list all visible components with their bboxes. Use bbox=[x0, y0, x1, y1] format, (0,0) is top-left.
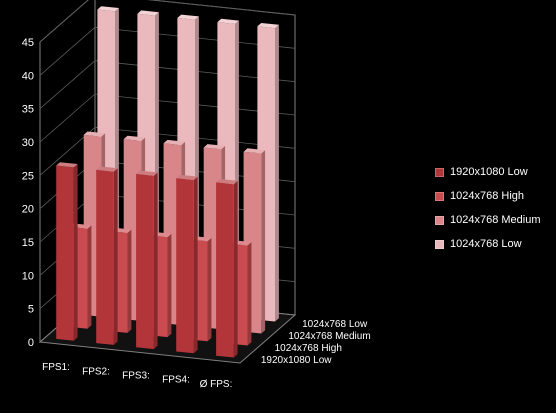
legend-item: 1024x768 Medium bbox=[435, 208, 541, 232]
bar-top bbox=[96, 166, 118, 172]
bar-top bbox=[203, 144, 226, 150]
legend-swatch bbox=[435, 215, 444, 225]
y-tick-label: 20 bbox=[22, 204, 34, 216]
bar bbox=[176, 174, 198, 354]
legend-label: 1024x768 High bbox=[450, 190, 525, 202]
legend-item: 1024x768 Low bbox=[435, 232, 541, 256]
bar bbox=[136, 170, 158, 350]
bar-side bbox=[233, 180, 238, 358]
legend-label: 1024x768 Medium bbox=[450, 214, 541, 226]
y-tick-label: 10 bbox=[22, 270, 34, 282]
y-tick-label: 15 bbox=[22, 237, 34, 249]
bar-side bbox=[127, 229, 132, 333]
series-axis-label: 1920x1080 Low bbox=[261, 355, 332, 366]
bar-side bbox=[275, 24, 279, 322]
bar-side bbox=[261, 150, 266, 334]
category-label: Ø FPS: bbox=[200, 379, 233, 390]
bar-top bbox=[163, 139, 186, 146]
gridline bbox=[39, 0, 296, 43]
bar-top bbox=[56, 162, 78, 168]
bar-side bbox=[73, 164, 78, 341]
legend-item: 1920x1080 Low bbox=[435, 160, 541, 184]
bar-top bbox=[257, 23, 279, 29]
y-tick-label: 45 bbox=[22, 37, 34, 49]
category-label: FPS4: bbox=[162, 375, 190, 386]
bar-side bbox=[207, 237, 212, 342]
y-tick-label: 5 bbox=[28, 304, 34, 316]
legend-label: 1920x1080 Low bbox=[450, 166, 528, 178]
bar-front bbox=[136, 173, 154, 350]
bar bbox=[96, 166, 118, 345]
bar bbox=[56, 162, 78, 341]
bar-top bbox=[136, 170, 158, 176]
legend-item: 1024x768 High bbox=[435, 184, 541, 208]
bar-front bbox=[176, 178, 194, 354]
legend-swatch bbox=[435, 191, 444, 201]
bar-top bbox=[177, 14, 199, 20]
y-tick-label: 30 bbox=[22, 137, 34, 149]
y-tick-label: 25 bbox=[22, 170, 34, 182]
bar-front bbox=[96, 169, 114, 345]
bar-top bbox=[216, 179, 238, 185]
bar-top bbox=[217, 18, 239, 24]
legend-label: 1024x768 Low bbox=[450, 238, 522, 250]
bar-side bbox=[113, 168, 118, 345]
bar-front bbox=[56, 165, 74, 341]
y-tick-label: 40 bbox=[22, 70, 34, 82]
bar-side bbox=[87, 225, 92, 329]
bar-top bbox=[83, 131, 106, 137]
bar-top bbox=[176, 174, 198, 180]
y-tick-label: 0 bbox=[28, 337, 34, 349]
legend-swatch bbox=[435, 167, 444, 177]
bar-top bbox=[123, 135, 146, 141]
bar-top bbox=[97, 6, 119, 12]
category-label: FPS1: bbox=[42, 362, 70, 373]
bar-top bbox=[243, 148, 266, 154]
chart-legend: 1920x1080 Low 1024x768 High 1024x768 Mediu… bbox=[435, 160, 541, 256]
legend-swatch bbox=[435, 239, 444, 249]
bar-side bbox=[247, 242, 252, 346]
y-tick-label: 35 bbox=[22, 104, 34, 116]
bar-side bbox=[153, 172, 158, 350]
bar-side bbox=[193, 176, 198, 354]
series-axis-label: 1024x768 Low bbox=[302, 319, 368, 330]
bar-side bbox=[167, 233, 172, 338]
bar-front bbox=[216, 182, 234, 358]
series-axis-label: 1024x768 High bbox=[275, 343, 342, 354]
bar bbox=[216, 179, 238, 358]
bar-top bbox=[137, 10, 159, 16]
category-label: FPS2: bbox=[82, 366, 110, 377]
category-label: FPS3: bbox=[122, 371, 150, 382]
series-axis-label: 1024x768 Medium bbox=[288, 331, 370, 342]
